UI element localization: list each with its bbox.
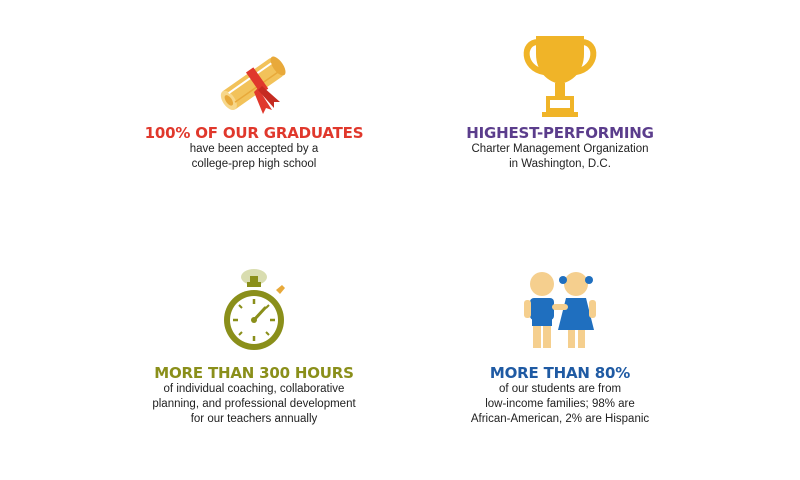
stat-headline: Highest-performing — [466, 124, 654, 142]
stopwatch-icon — [124, 268, 384, 364]
stat-headline: More than 80% — [489, 364, 631, 382]
stat-students: More than 80% of our students are from l… — [430, 268, 690, 427]
stat-headline: 100% of our graduates — [144, 124, 364, 142]
stat-description: have been accepted by a college-prep hig… — [189, 143, 319, 170]
stat-performing: Highest-performing Charter Management Or… — [430, 28, 690, 172]
stat-description: Charter Management Organization in Washi… — [471, 143, 649, 170]
diploma-icon — [124, 44, 384, 124]
stat-description: of individual coaching, collaborative pl… — [152, 383, 356, 425]
students-icon — [430, 268, 690, 364]
stat-headline: More than 300 hours — [154, 364, 354, 382]
stat-description: of our students are from low-income fami… — [470, 383, 650, 425]
stat-graduates: 100% of our graduates have been accepted… — [124, 44, 384, 172]
trophy-icon — [430, 28, 690, 124]
stat-hours: More than 300 hours of individual coachi… — [124, 268, 384, 427]
